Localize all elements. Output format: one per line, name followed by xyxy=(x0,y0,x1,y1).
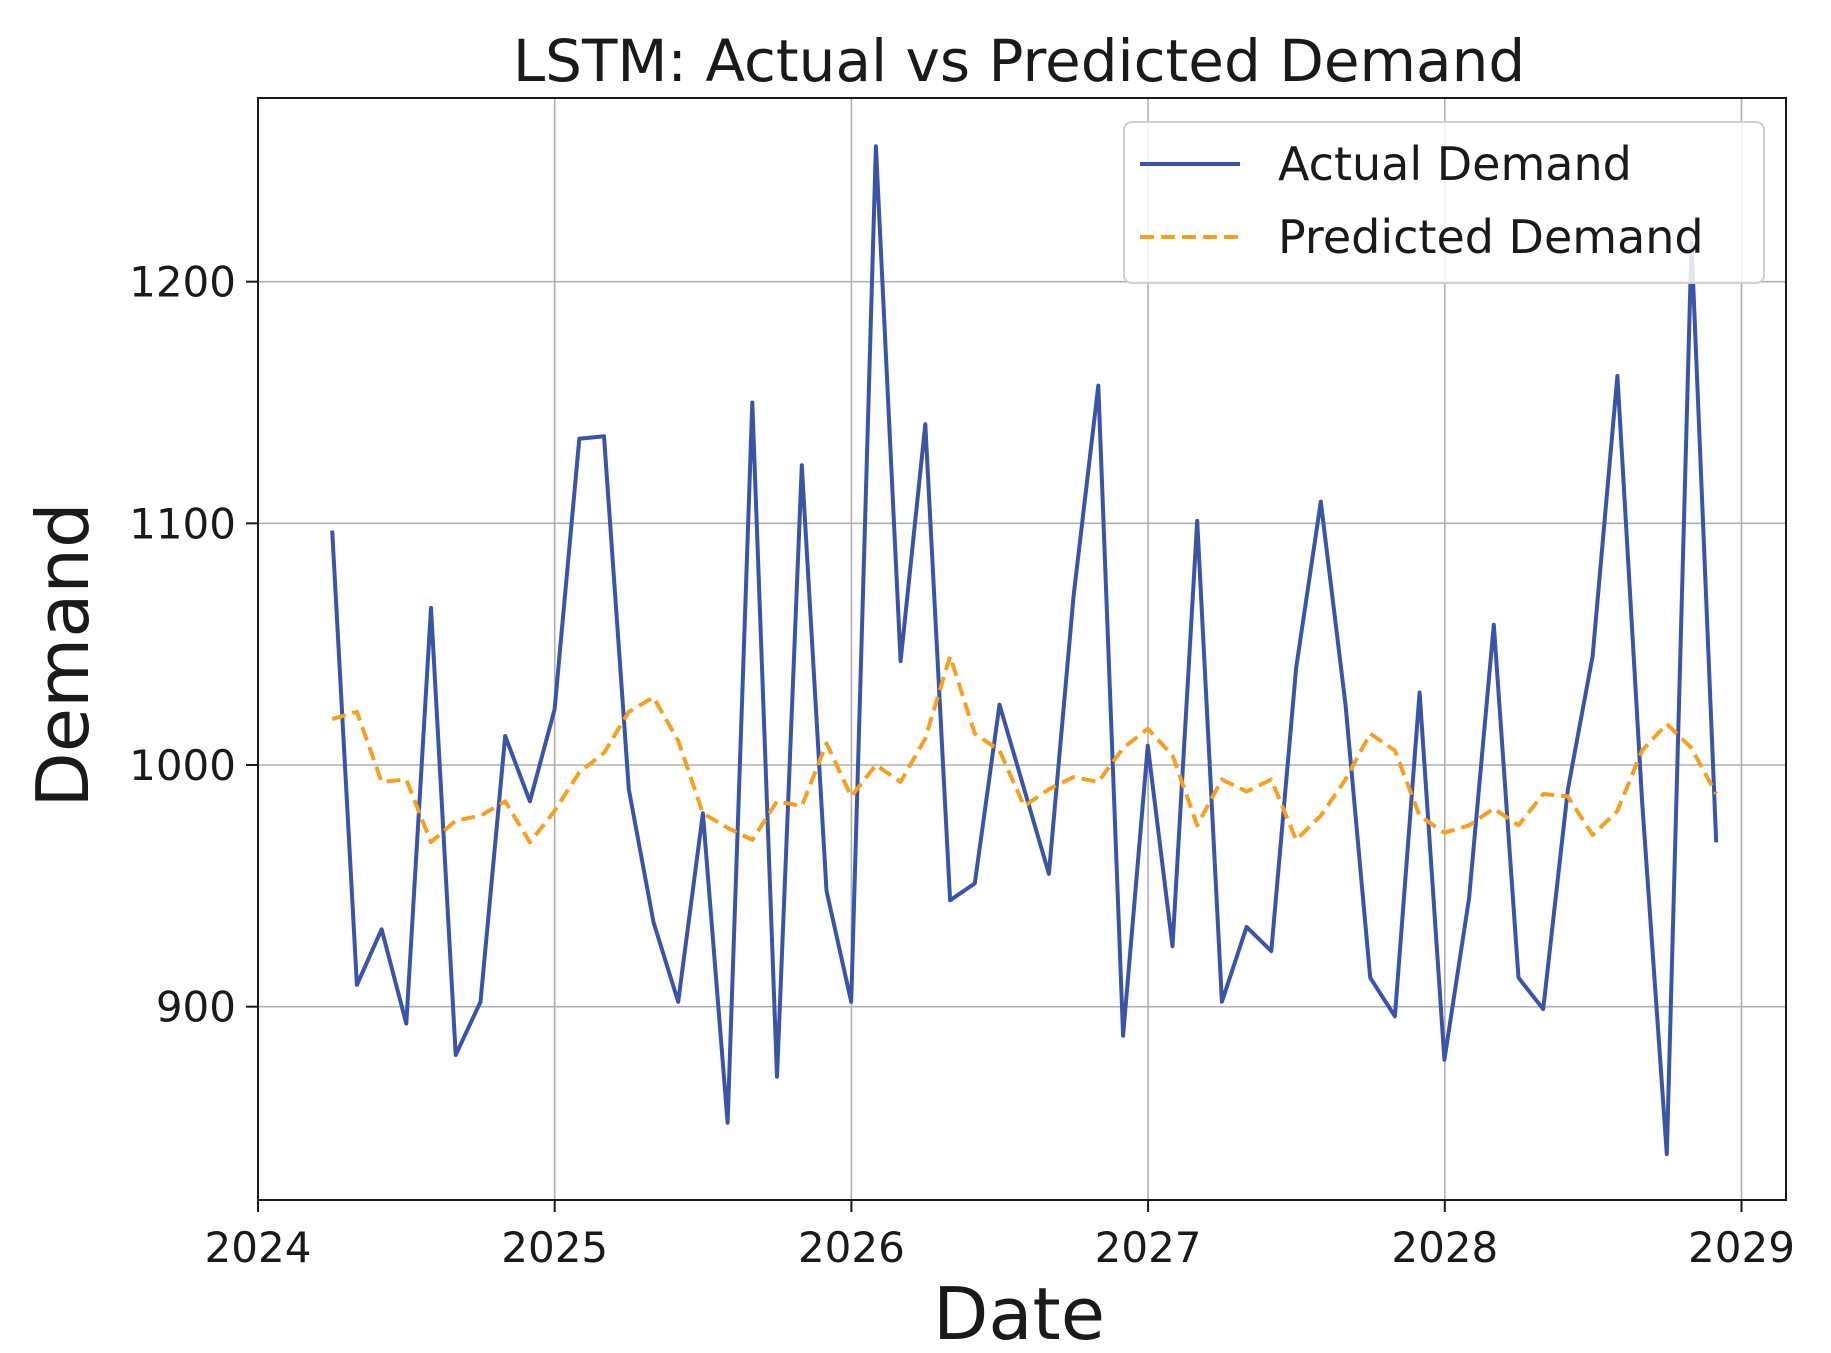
y-tick-label: 1200 xyxy=(129,258,236,307)
y-axis-label: Demand xyxy=(21,502,105,807)
legend-box xyxy=(1123,121,1765,284)
x-tick-label: 2029 xyxy=(1688,1223,1795,1272)
x-tick-label: 2025 xyxy=(501,1223,608,1272)
x-tick-label: 2027 xyxy=(1095,1223,1202,1272)
series-line-actual xyxy=(330,144,1719,1157)
chart-title: LSTM: Actual vs Predicted Demand xyxy=(513,27,1525,95)
series-line-predicted xyxy=(331,654,1718,845)
x-axis-label: Date xyxy=(933,1272,1105,1353)
x-axis-ticks: 2024 2025 2026 2027 2028 2029 xyxy=(205,1200,1795,1272)
y-axis-ticks: 900 1000 1100 1200 xyxy=(129,258,258,1032)
legend-label-actual: Actual Demand xyxy=(1278,137,1632,191)
x-tick-label: 2024 xyxy=(205,1223,312,1272)
y-tick-label: 900 xyxy=(156,983,236,1032)
x-tick-label: 2028 xyxy=(1391,1223,1498,1272)
y-tick-label: 1000 xyxy=(129,741,236,790)
y-tick-label: 1100 xyxy=(129,499,236,548)
plot-frame xyxy=(257,97,1787,1201)
legend-label-predicted: Predicted Demand xyxy=(1278,210,1704,264)
legend: Actual Demand Predicted Demand xyxy=(1123,121,1765,284)
x-tick-label: 2026 xyxy=(798,1223,905,1272)
plot-area xyxy=(330,144,1719,1157)
